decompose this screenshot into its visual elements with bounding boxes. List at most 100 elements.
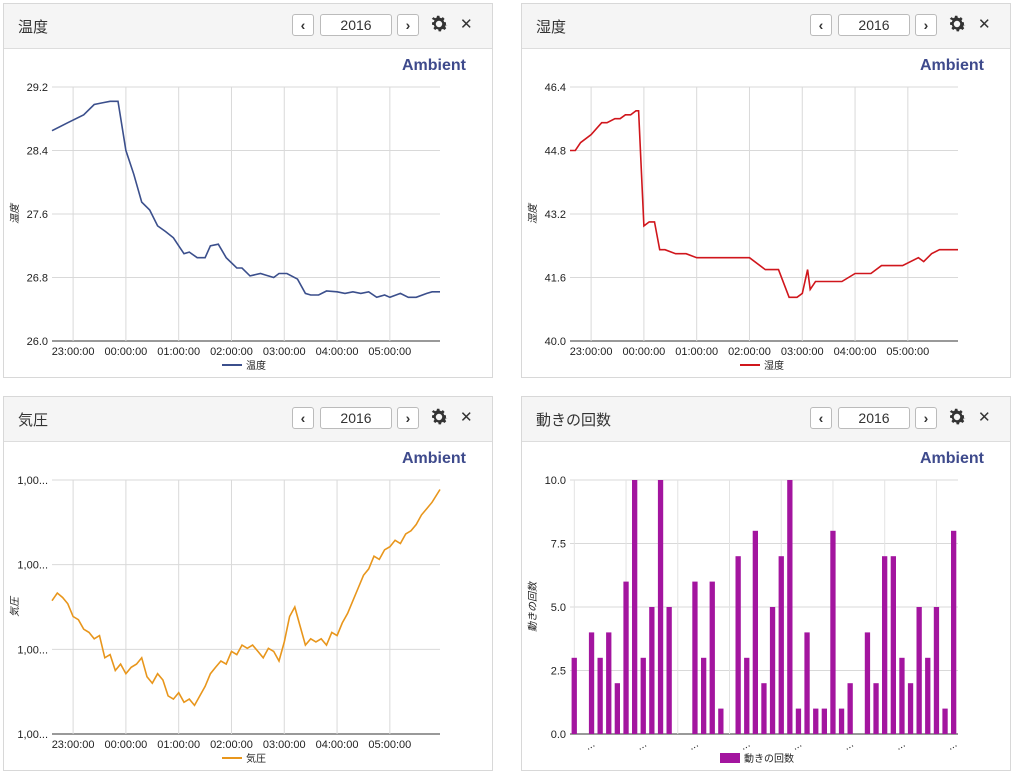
legend-label: 気圧 bbox=[246, 752, 266, 765]
motion-count-chart: 0.0 2.5 5.0 7.5 10.0 動きの回数...................… bbox=[527, 475, 959, 765]
bar bbox=[632, 480, 638, 734]
bar bbox=[718, 708, 724, 734]
year-field[interactable]: 2016 bbox=[838, 407, 910, 429]
x-tick-label: 23:00:00 bbox=[570, 346, 613, 358]
gear-icon[interactable] bbox=[946, 406, 968, 428]
pressure-panel: 気圧 ‹ 2016 › ✕ Ambient 1,00... 1,00... 1,00… bbox=[3, 396, 493, 771]
humidity-chart: 40.0 41.6 43.2 44.8 46.4 湿度 23:00:00 00:00:00 01… bbox=[527, 82, 958, 372]
panel-header: 温度 ‹ 2016 › ✕ bbox=[4, 4, 492, 49]
next-button[interactable]: › bbox=[915, 407, 937, 429]
prev-button[interactable]: ‹ bbox=[810, 407, 832, 429]
x-tick-label: ... bbox=[738, 738, 752, 753]
y-axis-label: 温度 bbox=[9, 202, 21, 224]
prev-button[interactable]: ‹ bbox=[810, 14, 832, 36]
bar bbox=[752, 530, 758, 734]
close-icon[interactable]: ✕ bbox=[978, 16, 991, 33]
bar bbox=[735, 556, 741, 734]
x-tick-label: ... bbox=[583, 738, 597, 753]
pressure-chart: 1,00... 1,00... 1,00... 1,00... 気圧 23:00:00 00… bbox=[9, 475, 441, 765]
panel-header: 気圧 ‹ 2016 › ✕ bbox=[4, 397, 492, 442]
bar bbox=[951, 530, 957, 734]
bar bbox=[640, 657, 646, 734]
bar bbox=[778, 556, 784, 734]
x-tick-label: ... bbox=[790, 738, 804, 753]
brand-logo: Ambient bbox=[920, 450, 984, 467]
panel-title: 湿度 bbox=[536, 19, 567, 36]
bar bbox=[709, 581, 715, 734]
x-tick-label: 05:00:00 bbox=[368, 739, 411, 751]
y-axis-label: 湿度 bbox=[527, 202, 539, 224]
panel-header: 動きの回数 ‹ 2016 › ✕ bbox=[522, 397, 1010, 442]
next-button[interactable]: › bbox=[915, 14, 937, 36]
bar bbox=[925, 657, 931, 734]
next-button[interactable]: › bbox=[397, 14, 419, 36]
motion-count-panel: 動きの回数 ‹ 2016 › ✕ Ambient 0.0 2.5 5.0 7.5 10.… bbox=[521, 396, 1011, 771]
bar bbox=[571, 657, 577, 734]
chart-area: Ambient 26.0 26.8 27.6 28.4 29.2 温度 23:00:00 00… bbox=[4, 49, 492, 377]
bar bbox=[701, 657, 707, 734]
y-axis-label: 気圧 bbox=[9, 595, 21, 617]
legend-label: 動きの回数 bbox=[744, 752, 794, 765]
x-tick-label: ... bbox=[635, 738, 649, 753]
panel-title: 温度 bbox=[18, 19, 49, 36]
y-tick-label: 29.2 bbox=[27, 82, 48, 94]
next-button[interactable]: › bbox=[397, 407, 419, 429]
bar bbox=[787, 480, 793, 734]
prev-button[interactable]: ‹ bbox=[292, 14, 314, 36]
bar bbox=[588, 632, 595, 734]
close-icon[interactable]: ✕ bbox=[460, 409, 473, 426]
y-tick-label: 44.8 bbox=[545, 146, 566, 158]
chart-area: Ambient 1,00... 1,00... 1,00... 1,00... 気圧 23… bbox=[4, 442, 492, 770]
prev-button[interactable]: ‹ bbox=[292, 407, 314, 429]
bar bbox=[614, 683, 620, 734]
bar bbox=[692, 581, 698, 734]
year-field[interactable]: 2016 bbox=[320, 14, 392, 36]
x-tick-label: ... bbox=[945, 738, 959, 753]
x-tick-label: 04:00:00 bbox=[316, 739, 359, 751]
gear-icon[interactable] bbox=[428, 406, 450, 428]
x-tick-label: 01:00:00 bbox=[157, 346, 200, 358]
x-tick-label: 00:00:00 bbox=[104, 739, 147, 751]
bar bbox=[864, 632, 871, 734]
y-tick-label: 7.5 bbox=[551, 539, 566, 551]
bar bbox=[769, 607, 776, 734]
chart-area: Ambient 40.0 41.6 43.2 44.8 46.4 湿度 23:00:00 00… bbox=[522, 49, 1010, 377]
bar bbox=[882, 556, 888, 734]
bar bbox=[890, 556, 896, 734]
y-tick-label: 0.0 bbox=[551, 729, 566, 741]
y-tick-label: 27.6 bbox=[27, 209, 48, 221]
close-icon[interactable]: ✕ bbox=[978, 409, 991, 426]
bar bbox=[873, 683, 879, 734]
y-tick-label: 5.0 bbox=[551, 602, 566, 614]
temperature-panel: 温度 ‹ 2016 › ✕ Ambient 26.0 26.8 27.6 28.4 29… bbox=[3, 3, 493, 378]
bar bbox=[933, 607, 940, 734]
y-axis-label: 動きの回数 bbox=[527, 580, 539, 632]
close-icon[interactable]: ✕ bbox=[460, 16, 473, 33]
panel-title: 動きの回数 bbox=[536, 412, 612, 429]
gear-icon[interactable] bbox=[428, 13, 450, 35]
x-tick-label: 04:00:00 bbox=[316, 346, 359, 358]
brand-logo: Ambient bbox=[920, 57, 984, 74]
bar bbox=[838, 708, 845, 734]
y-tick-label: 46.4 bbox=[545, 82, 566, 94]
y-tick-label: 40.0 bbox=[545, 336, 566, 348]
y-tick-label: 1,00... bbox=[17, 644, 48, 656]
bar bbox=[821, 708, 827, 734]
x-tick-label: 05:00:00 bbox=[368, 346, 411, 358]
y-tick-label: 43.2 bbox=[545, 209, 566, 221]
legend-label: 温度 bbox=[246, 359, 266, 372]
humidity-panel: 湿度 ‹ 2016 › ✕ Ambient 40.0 41.6 43.2 44.8 46… bbox=[521, 3, 1011, 378]
x-tick-label: 00:00:00 bbox=[622, 346, 665, 358]
year-field[interactable]: 2016 bbox=[838, 14, 910, 36]
bar bbox=[606, 632, 612, 734]
y-tick-label: 1,00... bbox=[17, 475, 48, 487]
x-tick-label: ... bbox=[687, 738, 701, 753]
bar bbox=[907, 683, 914, 734]
year-field[interactable]: 2016 bbox=[320, 407, 392, 429]
x-tick-label: 01:00:00 bbox=[157, 739, 200, 751]
y-tick-label: 26.0 bbox=[27, 336, 48, 348]
gear-icon[interactable] bbox=[946, 13, 968, 35]
x-tick-label: 23:00:00 bbox=[52, 346, 95, 358]
bar bbox=[813, 708, 819, 734]
x-tick-label: 05:00:00 bbox=[886, 346, 929, 358]
